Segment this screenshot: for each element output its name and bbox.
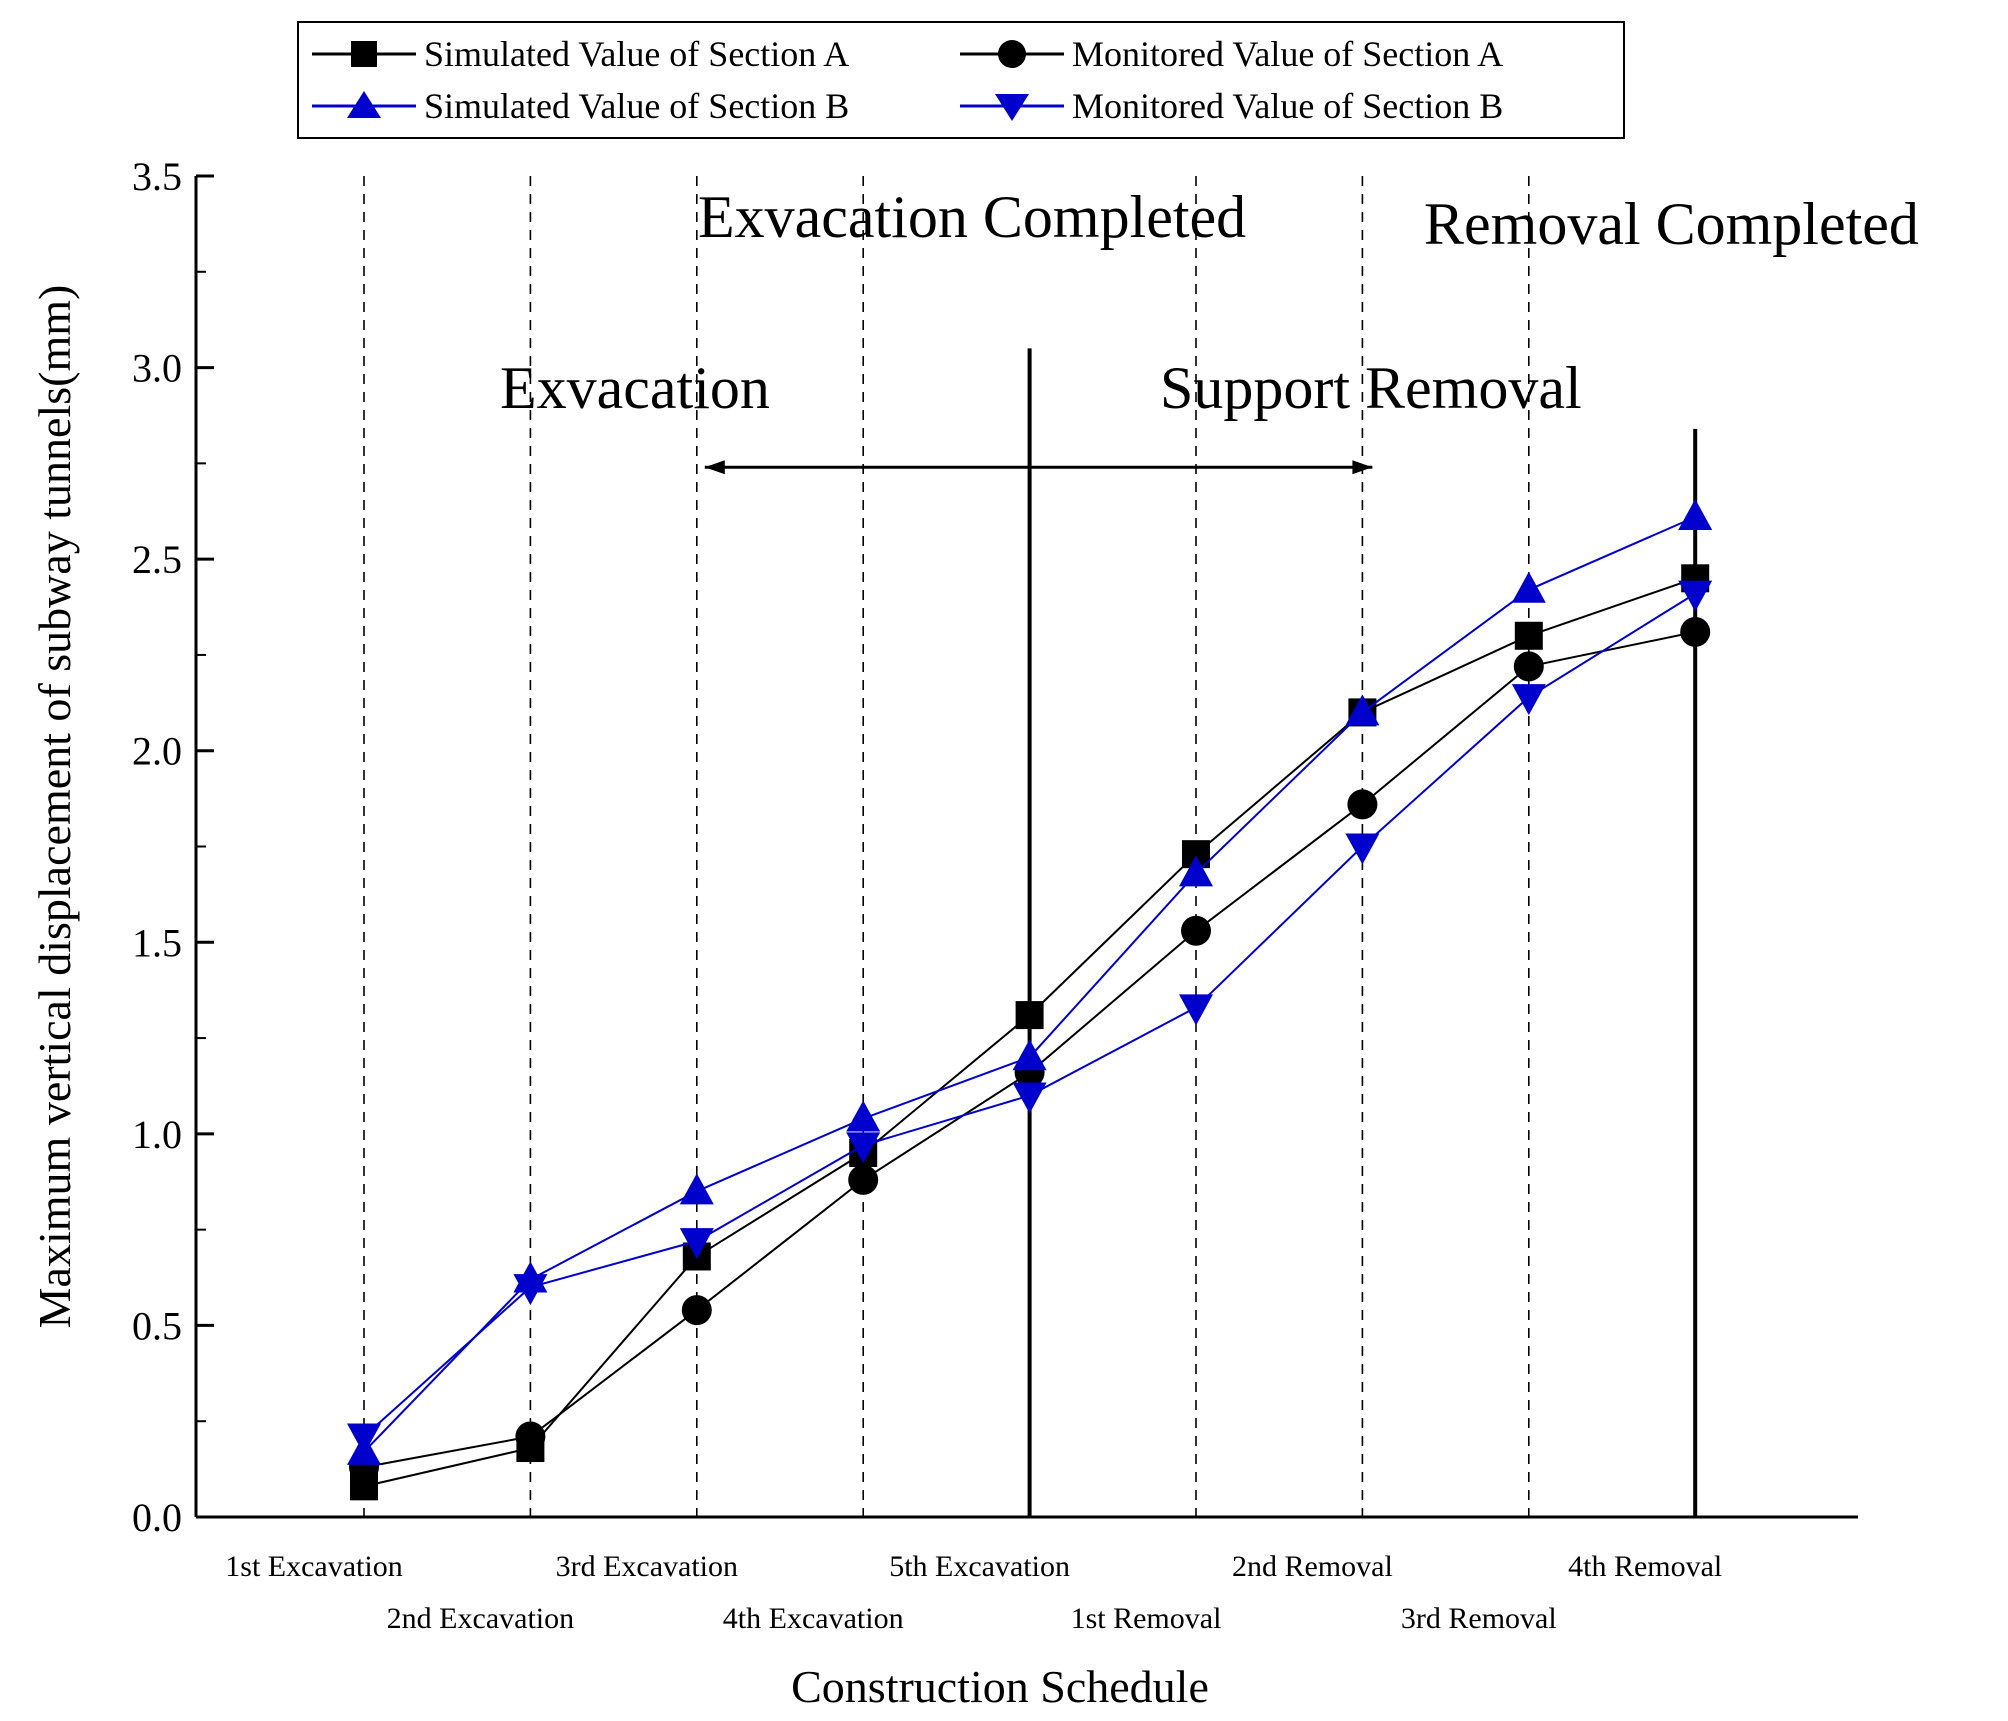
arrow-right-icon [1352, 460, 1373, 475]
legend-item-mon-a: Monitored Value of Section A [960, 34, 1503, 74]
legend-marker-square-icon [351, 41, 377, 67]
series-3 [347, 580, 1713, 1455]
data-point [1514, 621, 1543, 650]
data-point [846, 1132, 881, 1164]
x-axis-title: Construction Schedule [791, 1661, 1209, 1712]
plot-area: Exvacation Completed Removal Completed E… [29, 154, 1919, 1712]
x-tick-label: 3rd Excavation [556, 1550, 738, 1583]
arrow-left-icon [704, 460, 725, 475]
stage-span-arrow [704, 460, 1373, 475]
annotation-excavation-completed: Exvacation Completed [698, 184, 1246, 250]
legend-label-mon-a: Monitored Value of Section A [1072, 34, 1503, 74]
data-point [513, 1274, 548, 1306]
x-tick-label: 2nd Removal [1232, 1550, 1393, 1583]
annotation-support-removal: Support Removal [1160, 355, 1582, 421]
y-tick-label: 3.0 [132, 346, 182, 391]
data-point [1513, 651, 1544, 682]
x-tick-label: 4th Excavation [723, 1602, 904, 1635]
y-tick-label: 0.0 [132, 1495, 182, 1540]
legend-marker-triangle-up-icon [347, 91, 381, 118]
y-tick-label: 2.0 [132, 729, 182, 774]
x-tick-labels: 1st Excavation 2nd Excavation 3rd Excavati… [225, 1550, 1722, 1635]
data-point [848, 1164, 879, 1195]
legend-box [297, 21, 1625, 139]
legend-marker-triangle-down-icon [995, 94, 1029, 121]
x-tick-label: 2nd Excavation [387, 1602, 574, 1635]
x-tick-label: 1st Excavation [225, 1550, 402, 1583]
legend: Simulated Value of Section A Monitored V… [297, 21, 1625, 139]
data-point [1012, 1082, 1047, 1114]
data-point [1179, 855, 1213, 887]
annotation-removal-completed: Removal Completed [1424, 191, 1919, 257]
data-point [515, 1421, 546, 1452]
y-tick-label: 1.5 [132, 920, 182, 965]
data-point [1678, 580, 1713, 612]
data-point [1012, 1039, 1047, 1071]
data-point [1345, 833, 1380, 865]
series-0 [350, 564, 1710, 1501]
data-point [846, 1100, 881, 1132]
x-tick-label: 4th Removal [1568, 1550, 1722, 1583]
y-tick-label: 3.5 [132, 154, 182, 199]
data-point [681, 1295, 712, 1326]
data-point [1015, 1001, 1044, 1030]
legend-item-sim-a: Simulated Value of Section A [312, 34, 849, 74]
data-point [1511, 684, 1546, 716]
data-point [347, 1423, 381, 1455]
x-tick-label: 1st Removal [1071, 1602, 1222, 1635]
series-layer [347, 498, 1713, 1501]
data-point [679, 1228, 714, 1260]
data-point [1511, 571, 1546, 603]
x-tick-label: 3rd Removal [1401, 1602, 1557, 1635]
legend-item-sim-b: Simulated Value of Section B [312, 86, 849, 126]
data-point [679, 1173, 714, 1205]
legend-label-sim-a: Simulated Value of Section A [424, 34, 849, 74]
y-tick-label: 1.0 [132, 1112, 182, 1157]
legend-label-mon-b: Monitored Value of Section B [1072, 86, 1503, 126]
data-point [1678, 498, 1713, 530]
data-point [1680, 616, 1711, 647]
x-tick-label: 5th Excavation [889, 1550, 1070, 1583]
y-ticks: 0.0 0.5 1.0 1.5 2.0 2.5 3.0 3.5 [132, 154, 214, 1540]
data-point [1345, 694, 1380, 726]
legend-label-sim-b: Simulated Value of Section B [424, 86, 849, 126]
legend-item-mon-b: Monitored Value of Section B [960, 86, 1503, 126]
y-tick-label: 2.5 [132, 537, 182, 582]
y-tick-label: 0.5 [132, 1303, 182, 1348]
data-point [1181, 915, 1211, 946]
legend-marker-circle-icon [998, 40, 1026, 68]
y-axis-title: Maximum vertical displacement of subway … [29, 285, 80, 1329]
data-point [1347, 789, 1378, 820]
axes: 0.0 0.5 1.0 1.5 2.0 2.5 3.0 3.5 1st Excavation 2… [132, 154, 1858, 1635]
annotation-excavation: Exvacation [500, 355, 770, 421]
data-point [1179, 994, 1213, 1026]
